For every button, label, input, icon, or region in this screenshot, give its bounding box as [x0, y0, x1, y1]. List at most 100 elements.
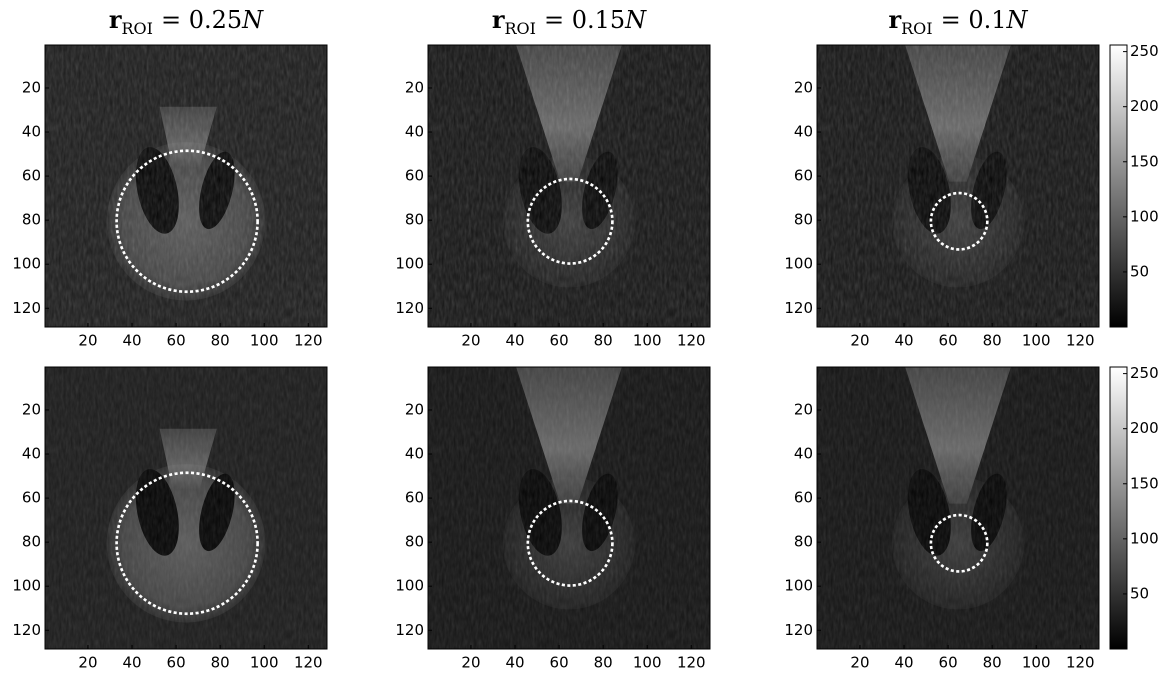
colorbar	[1109, 44, 1128, 328]
axes-frame	[427, 366, 711, 650]
x-tick-label: 80	[983, 332, 1002, 350]
colorbar-tick-label: 250	[1130, 364, 1159, 382]
x-tick-label: 120	[1066, 654, 1095, 672]
image-noise	[45, 45, 327, 327]
y-tick-label: 80	[794, 533, 813, 551]
x-tick-label: 20	[78, 332, 97, 350]
colorbar-tick-label: 250	[1130, 42, 1159, 60]
x-tick-label: 80	[594, 332, 613, 350]
y-tick-label: 80	[22, 533, 41, 551]
title-variable: N	[241, 6, 264, 34]
y-tick-label: 80	[405, 533, 424, 551]
x-tick-label: 100	[1022, 654, 1051, 672]
y-tick-label: 40	[794, 123, 813, 141]
y-tick-label: 80	[794, 211, 813, 229]
x-tick-label: 20	[78, 654, 97, 672]
roi-circle	[929, 191, 989, 251]
title-symbol: r	[109, 5, 122, 34]
y-tick-label: 20	[405, 400, 424, 418]
title-equals: = 0.25	[161, 6, 242, 34]
axes-frame	[816, 44, 1100, 328]
x-tick-label: 120	[294, 654, 323, 672]
title-symbol: r	[888, 5, 901, 34]
colorbar-tick-label: 50	[1130, 262, 1149, 280]
x-tick-label: 100	[633, 332, 662, 350]
y-tick-label: 120	[12, 621, 41, 639]
reconstruction-image	[45, 45, 327, 327]
y-tick-label: 120	[784, 621, 813, 639]
image-noise	[428, 45, 710, 327]
y-tick-label: 40	[794, 445, 813, 463]
x-tick-label: 40	[894, 332, 913, 350]
roi-circle	[526, 177, 614, 265]
title-variable: N	[624, 6, 647, 34]
colorbar-tick-label: 50	[1130, 584, 1149, 602]
x-tick-label: 60	[550, 332, 569, 350]
y-tick-label: 80	[22, 211, 41, 229]
x-tick-label: 80	[211, 332, 230, 350]
colorbar-tick-label: 100	[1130, 207, 1159, 225]
x-tick-label: 100	[250, 332, 279, 350]
y-tick-label: 20	[22, 400, 41, 418]
colorbar-tick-label: 200	[1130, 97, 1159, 115]
reconstruction-image	[45, 367, 327, 649]
y-tick-label: 40	[22, 445, 41, 463]
y-tick-label: 120	[784, 299, 813, 317]
reconstruction-image	[817, 45, 1099, 327]
y-tick-label: 60	[22, 489, 41, 507]
colorbar-tick-label: 150	[1130, 474, 1159, 492]
panel-title: rROI = 0.15N	[492, 5, 647, 38]
y-tick-label: 20	[22, 78, 41, 96]
x-tick-label: 20	[850, 332, 869, 350]
x-tick-label: 60	[550, 654, 569, 672]
y-tick-label: 80	[405, 211, 424, 229]
image-noise	[45, 367, 327, 649]
title-subscript: ROI	[901, 19, 932, 38]
y-tick-label: 60	[405, 167, 424, 185]
title-symbol: r	[492, 5, 505, 34]
y-tick-label: 100	[395, 255, 424, 273]
axes-frame	[44, 44, 328, 328]
x-tick-label: 60	[167, 332, 186, 350]
y-tick-label: 40	[405, 445, 424, 463]
x-tick-label: 120	[677, 332, 706, 350]
x-tick-label: 80	[983, 654, 1002, 672]
image-noise	[817, 367, 1099, 649]
y-tick-label: 100	[12, 255, 41, 273]
colorbar-tick-label: 150	[1130, 152, 1159, 170]
y-tick-label: 20	[794, 78, 813, 96]
colorbar-tick-label: 100	[1130, 529, 1159, 547]
y-tick-label: 100	[784, 577, 813, 595]
y-tick-label: 40	[405, 123, 424, 141]
colorbar-tick-label: 200	[1130, 419, 1159, 437]
title-equals: = 0.1	[941, 6, 1007, 34]
x-tick-label: 100	[250, 654, 279, 672]
y-tick-label: 60	[794, 167, 813, 185]
axes-frame	[44, 366, 328, 650]
x-tick-label: 120	[677, 654, 706, 672]
y-tick-label: 120	[395, 299, 424, 317]
x-tick-label: 20	[461, 332, 480, 350]
y-tick-label: 20	[405, 78, 424, 96]
x-tick-label: 40	[122, 654, 141, 672]
x-tick-label: 40	[122, 332, 141, 350]
roi-circle	[115, 149, 259, 294]
reconstruction-image	[428, 367, 710, 649]
image-noise	[428, 367, 710, 649]
title-subscript: ROI	[504, 19, 535, 38]
x-tick-label: 40	[505, 654, 524, 672]
x-tick-label: 100	[1022, 332, 1051, 350]
x-tick-label: 20	[461, 654, 480, 672]
x-tick-label: 100	[633, 654, 662, 672]
panel-title: rROI = 0.25N	[109, 5, 264, 38]
x-tick-label: 40	[505, 332, 524, 350]
image-noise	[817, 45, 1099, 327]
y-tick-label: 60	[22, 167, 41, 185]
reconstruction-image	[428, 45, 710, 327]
x-tick-label: 40	[894, 654, 913, 672]
x-tick-label: 60	[167, 654, 186, 672]
roi-circle	[526, 499, 614, 587]
x-tick-label: 60	[939, 332, 958, 350]
x-tick-label: 80	[211, 654, 230, 672]
